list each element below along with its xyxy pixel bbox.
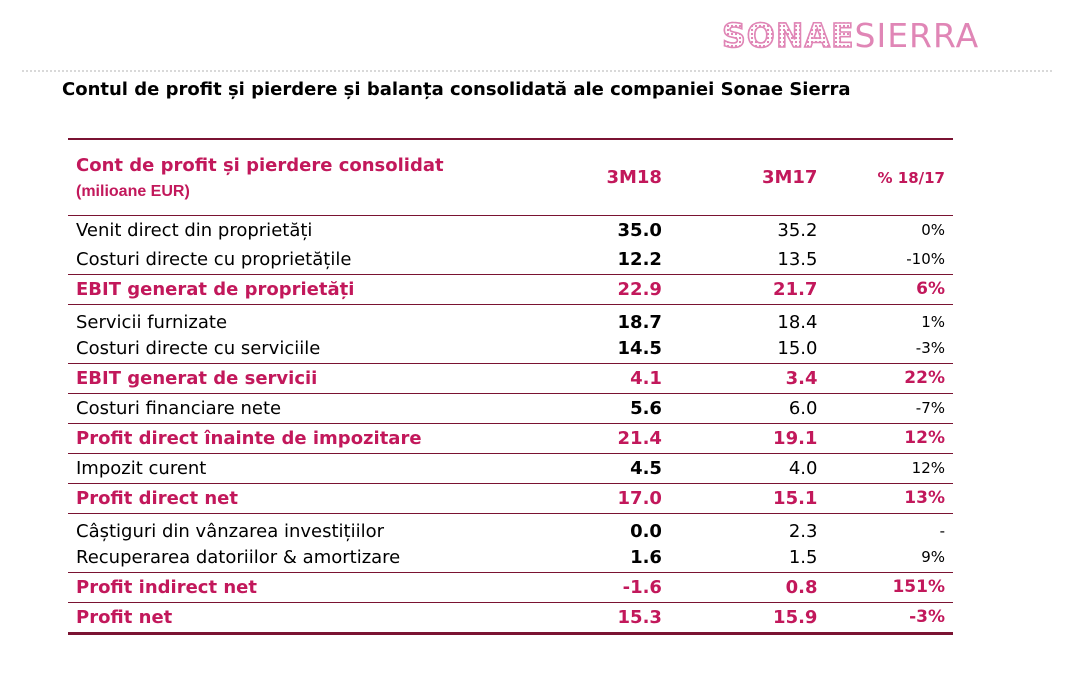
table-row-subtotal: EBIT generat de proprietăți 22.9 21.7 6% [68, 274, 953, 305]
row-label: Costuri financiare nete [68, 393, 593, 424]
table-row: Costuri financiare nete 5.6 6.0 -7% [68, 393, 953, 424]
table-row-subtotal: Profit direct înainte de impozitare 21.4… [68, 423, 953, 454]
value-change: -7% [817, 393, 953, 424]
table-row: Costuri directe cu proprietățile 12.2 13… [68, 245, 953, 275]
value-3m17: 4.0 [661, 453, 818, 484]
table-units: (milioane EUR) [76, 182, 190, 200]
row-label: Profit direct net [68, 483, 593, 514]
table-row: Venit direct din proprietăți 35.0 35.2 0… [68, 216, 953, 246]
page-title: Contul de profit și pierdere și balanța … [62, 79, 851, 100]
row-label: Costuri directe cu proprietățile [68, 245, 593, 275]
table-row-total: Profit net 15.3 15.9 -3% [68, 602, 953, 635]
value-3m17: 35.2 [777, 220, 818, 241]
value-3m17: 15.9 [661, 602, 818, 635]
sonae-sierra-logo: SONAESIERRA [721, 16, 980, 55]
value-change: -3% [817, 334, 953, 364]
row-label: Servicii furnizate [76, 312, 228, 333]
value-3m18: 35.0 [617, 220, 662, 241]
value-3m17: 19.1 [661, 423, 818, 454]
row-label: Profit direct înainte de impozitare [68, 423, 593, 454]
table-row-subtotal: EBIT generat de servicii 4.1 3.4 22% [68, 363, 953, 394]
row-label: Venit direct din proprietăți [76, 220, 313, 241]
column-header-3m18: 3M18 [592, 140, 662, 216]
logo-sonae-text: SONAE [721, 16, 855, 55]
value-3m18: 21.4 [592, 423, 662, 454]
value-3m17: 6.0 [661, 393, 818, 424]
header-title-cell: Cont de profit și pierdere consolidat (m… [68, 140, 593, 216]
value-3m18: 4.5 [592, 453, 662, 484]
table-row: Recuperarea datoriilor & amortizare 1.6 … [68, 543, 953, 573]
table-row-subtotal: Profit direct net 17.0 15.1 13% [68, 483, 953, 514]
table-header-row: Cont de profit și pierdere consolidat (m… [68, 140, 953, 216]
row-label: EBIT generat de proprietăți [68, 274, 593, 305]
value-change: -10% [817, 245, 953, 275]
value-change: -3% [817, 602, 953, 635]
value-change: 13% [817, 483, 953, 514]
row-label: Profit net [68, 602, 593, 635]
value-3m18: -1.6 [592, 572, 662, 603]
value-3m18: 18.7 [617, 312, 662, 333]
column-header-3m17: 3M17 [661, 140, 818, 216]
value-3m18: 17.0 [592, 483, 662, 514]
row-label: Costuri directe cu serviciile [68, 334, 593, 364]
value-3m17: 21.7 [661, 274, 818, 305]
value-3m17: 0.8 [661, 572, 818, 603]
value-3m18: 12.2 [592, 245, 662, 275]
value-3m18: 0.0 [630, 521, 662, 542]
value-3m17: 13.5 [661, 245, 818, 275]
column-header-change: % 18/17 [817, 140, 953, 216]
value-3m17: 15.1 [661, 483, 818, 514]
row-label: Profit indirect net [68, 572, 593, 603]
value-change: 6% [817, 274, 953, 305]
value-3m18: 1.6 [592, 543, 662, 573]
value-3m18: 4.1 [592, 363, 662, 394]
value-change: 151% [817, 572, 953, 603]
value-change: 0% [921, 221, 945, 239]
value-change: - [939, 522, 945, 540]
row-label: Recuperarea datoriilor & amortizare [68, 543, 593, 573]
table-title: Cont de profit și pierdere consolidat [76, 154, 444, 176]
value-3m17: 15.0 [661, 334, 818, 364]
value-change: 12% [817, 453, 953, 484]
table-row: Costuri directe cu serviciile 14.5 15.0 … [68, 334, 953, 364]
logo-sierra-text: SIERRA [854, 16, 980, 55]
table-row-subtotal: Profit indirect net -1.6 0.8 151% [68, 572, 953, 603]
header-divider [22, 70, 1052, 72]
row-label: Impozit curent [68, 453, 593, 484]
income-statement-table: Cont de profit și pierdere consolidat (m… [68, 138, 953, 635]
value-3m18: 15.3 [592, 602, 662, 635]
value-3m17: 2.3 [788, 521, 818, 542]
value-change: 9% [817, 543, 953, 573]
table-row: Impozit curent 4.5 4.0 12% [68, 453, 953, 484]
value-change: 1% [921, 313, 945, 331]
value-3m17: 18.4 [777, 312, 818, 333]
table-row: Câștiguri din vânzarea investițiilor 0.0… [68, 514, 953, 544]
value-3m18: 14.5 [592, 334, 662, 364]
value-change: 12% [817, 423, 953, 454]
row-label: Câștiguri din vânzarea investițiilor [76, 521, 384, 542]
value-change: 22% [817, 363, 953, 394]
row-label: EBIT generat de servicii [68, 363, 593, 394]
value-3m17: 3.4 [661, 363, 818, 394]
value-3m18: 22.9 [592, 274, 662, 305]
table-row: Servicii furnizate 18.7 18.4 1% [68, 305, 953, 335]
value-3m18: 5.6 [592, 393, 662, 424]
value-3m17: 1.5 [661, 543, 818, 573]
